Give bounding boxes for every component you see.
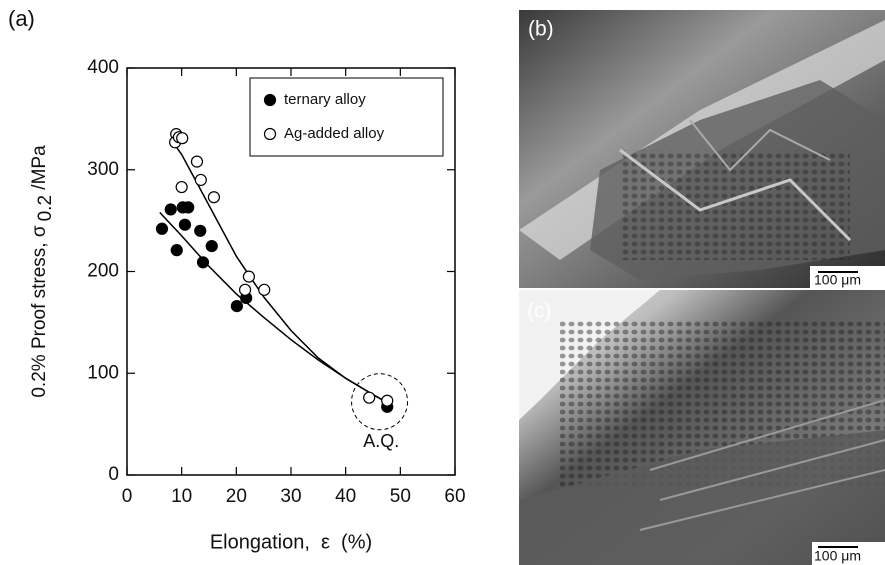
data-point	[230, 299, 243, 313]
x-tick-label: 0	[122, 486, 133, 507]
x-tick-label: 50	[390, 486, 411, 507]
micrograph-b: (b) 100 μm	[519, 10, 885, 288]
x-tick-label: 40	[335, 486, 356, 507]
micrograph-label: (b)	[528, 18, 554, 41]
data-point	[194, 173, 207, 187]
y-tick-label: 0	[108, 464, 119, 485]
y-label-main: 0.2% Proof stress, σ	[29, 225, 50, 398]
scale-bar-label: 100 μm	[814, 272, 861, 288]
data-point	[176, 132, 189, 145]
data-point	[238, 283, 252, 296]
micrograph-c: (c) 100 μm	[519, 290, 885, 565]
legend-label: Ag-added alloy	[284, 125, 385, 142]
x-tick-label: 60	[444, 486, 465, 507]
micrograph-label: (c)	[527, 300, 552, 323]
data-point	[194, 224, 207, 237]
y-label-sub: 0.2	[35, 195, 56, 221]
annotation-circle	[351, 373, 409, 431]
x-tick-label: 20	[226, 486, 247, 507]
legend-marker	[263, 93, 277, 107]
data-point	[207, 191, 221, 204]
data-point	[178, 218, 192, 231]
legend-box	[249, 77, 444, 157]
data-point	[190, 155, 204, 168]
scale-bar-label: 100 μm	[814, 548, 861, 564]
x-axis-label: Elongation, ε (%)	[210, 531, 372, 553]
x-tick-label: 30	[280, 486, 301, 507]
annotation: A.Q.	[363, 431, 399, 451]
data-point	[242, 270, 256, 283]
data-point	[363, 391, 376, 404]
data-point	[196, 256, 210, 269]
y-tick-label: 200	[87, 261, 119, 282]
y-tick-label: 100	[87, 362, 119, 383]
panel-label: (a)	[8, 6, 35, 31]
data-point	[182, 201, 195, 214]
data-point	[381, 394, 394, 407]
y-tick-label: 300	[87, 159, 119, 180]
legend-marker	[263, 127, 277, 141]
y-tick-label: 400	[87, 57, 119, 78]
data-point	[170, 244, 183, 257]
plot: 0 10 20 30 40 50 60 0 100 200 300 400 Elongation, ε …	[29, 57, 466, 553]
x-tick-label: 10	[171, 486, 192, 507]
data-point	[155, 222, 169, 235]
legend-label: ternary alloy	[284, 91, 366, 108]
data-point	[175, 180, 188, 194]
y-label-unit: /MPa	[29, 145, 50, 195]
y-axis-label: 0.2% Proof stress, σ 0.2 /MPa	[29, 145, 56, 398]
fit-curve	[159, 211, 390, 405]
data-point	[258, 283, 271, 296]
data-point	[205, 239, 218, 253]
data-point	[164, 203, 177, 216]
